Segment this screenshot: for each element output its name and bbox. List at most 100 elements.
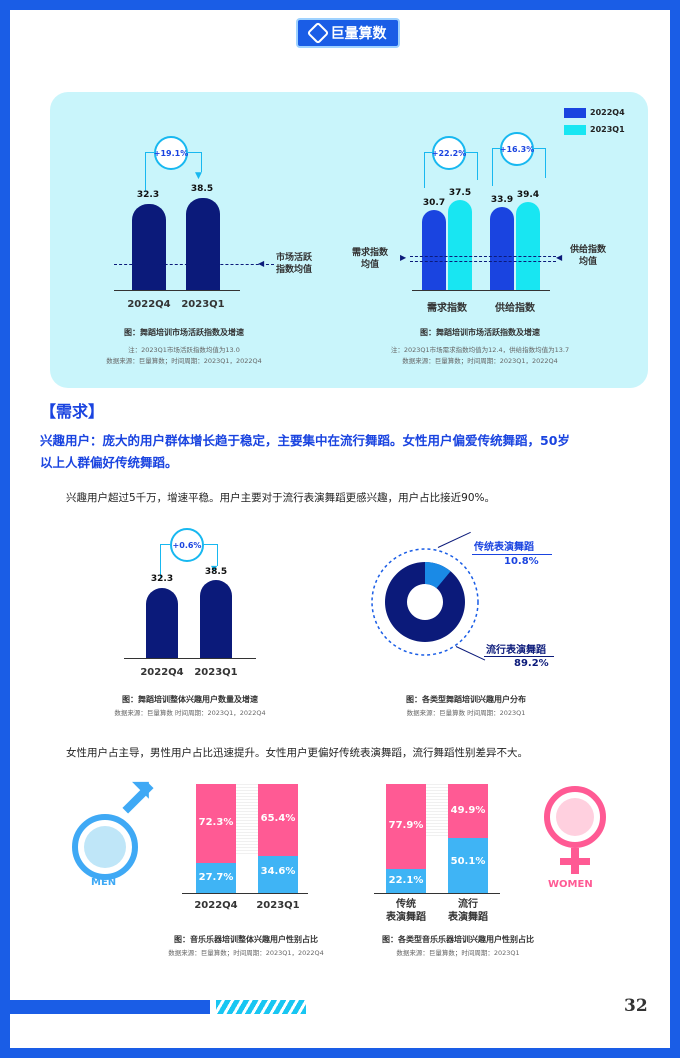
donut-slice-traditional	[425, 562, 451, 589]
legend-swatch	[564, 125, 586, 135]
bar-male-2023q1	[258, 856, 298, 893]
label-line: 供给指数	[570, 245, 607, 255]
bar-male-traditional	[386, 869, 426, 893]
page-number: 32	[624, 996, 648, 1016]
bar-supply-2023q1	[516, 202, 540, 290]
growth-arrow-line	[204, 544, 218, 566]
chart-caption: 图：各类型音乐乐器培训兴趣用户性别占比	[382, 935, 534, 944]
average-label-line: 市场活跃	[276, 253, 313, 263]
growth-arrow-line	[188, 152, 202, 172]
segment-value: 72.3%	[198, 817, 234, 828]
bar-value: 38.5	[190, 184, 214, 194]
demand-average-label: 需求指数 均值	[352, 247, 388, 271]
bar-value: 39.4	[516, 190, 540, 200]
connector-band	[426, 784, 448, 838]
bar-demand-2023q1	[448, 200, 472, 290]
growth-badge: +19.1%	[154, 136, 188, 170]
average-line	[410, 261, 556, 262]
chart-note: 数据来源：巨量算数 时间周期：2023Q1，2022Q4	[114, 709, 266, 717]
x-axis	[182, 893, 308, 894]
arrow-left-icon: ◀	[556, 253, 563, 262]
bar-value: 38.5	[204, 567, 228, 577]
callout-underline	[472, 554, 552, 555]
male-arrow-head-icon: ◥	[132, 777, 149, 802]
label-line: 均值	[579, 257, 598, 267]
segment-value: 34.6%	[260, 866, 296, 877]
segment-value: 22.1%	[388, 875, 424, 886]
note-line: 数据来源：巨量算数；时间周期：2023Q1，2022Q4	[402, 357, 558, 365]
growth-arrow-line	[160, 544, 170, 578]
x-axis	[374, 893, 500, 894]
growth-arrow-line	[466, 152, 478, 180]
man-avatar	[84, 826, 126, 868]
arrow-down-icon: ▼	[211, 564, 218, 573]
label-line: 均值	[361, 260, 380, 270]
bar-2023q1	[186, 198, 220, 290]
chart-caption: 图：舞蹈培训整体兴趣用户数量及增速	[122, 695, 258, 704]
x-tick-label: 2023Q1	[181, 299, 225, 310]
chart-note: 数据来源：巨量算数 时间周期：2023Q1	[406, 709, 526, 717]
x-axis	[114, 290, 240, 291]
average-label-line: 指数均值	[276, 265, 313, 275]
average-line	[114, 264, 274, 265]
bar-value: 30.7	[422, 198, 446, 208]
market-activity-panel: +19.1% ▼ 32.3 38.5 ◀ 市场活跃 指数均值 2022Q4 20…	[50, 92, 648, 388]
growth-arrow-line	[492, 148, 500, 186]
chart-note: 数据来源：巨量算数；时间周期：2023Q1，2022Q4	[168, 949, 324, 957]
connector-band	[236, 784, 258, 856]
segment-value: 27.7%	[198, 872, 234, 883]
brand-logo: 巨量算数	[296, 18, 400, 48]
footer-stripes	[216, 1000, 306, 1014]
note-line: 注：2023Q1市场需求指数均值为12.4，供给指数均值为13.7	[390, 346, 570, 354]
label-line: 需求指数	[352, 248, 389, 258]
arrow-down-icon: ▼	[195, 171, 202, 181]
men-label: MEN	[91, 877, 117, 888]
arrow-left-icon: ◀	[258, 259, 265, 268]
average-label: 市场活跃 指数均值	[276, 252, 312, 276]
bar-value: 37.5	[448, 188, 472, 198]
chart-caption: 图：舞蹈培训市场活跃指数及增速	[124, 328, 244, 337]
headline-line: 以上人群偏好传统舞蹈。	[40, 455, 178, 470]
slice-label: 流行表演舞蹈	[486, 645, 546, 656]
tick-line: 传统	[396, 899, 416, 910]
tick-line: 表演舞蹈	[386, 912, 426, 923]
slice-label: 传统表演舞蹈	[474, 542, 534, 553]
female-cross-horizontal	[560, 858, 590, 865]
growth-badge: +22.2%	[432, 136, 466, 170]
chart-note: 注：2023Q1市场需求指数均值为12.4，供给指数均值为13.7 数据来源：巨…	[350, 345, 610, 367]
chart-note: 数据来源：巨量算数；时间周期：2023Q1	[396, 949, 520, 957]
slice-value: 10.8%	[504, 556, 539, 567]
supply-average-label: 供给指数 均值	[570, 244, 606, 268]
growth-badge: +16.3%	[500, 132, 534, 166]
headline-line: 兴趣用户：庞大的用户群体增长趋于稳定，主要集中在流行舞蹈。女性用户偏爱传统舞蹈，…	[40, 433, 570, 448]
bar-value: 33.9	[490, 195, 514, 205]
bar-2023q1	[200, 580, 232, 658]
bar-female-2023q1	[258, 784, 298, 856]
callout-line	[437, 531, 471, 548]
bar-demand-2022q4	[422, 210, 446, 290]
callout-underline	[484, 656, 554, 657]
segment-value: 65.4%	[260, 813, 296, 824]
x-tick-label: 供给指数	[495, 303, 535, 314]
x-tick-label: 流行 表演舞蹈	[438, 898, 498, 924]
x-axis	[124, 658, 256, 659]
bar-female-2022q4	[196, 784, 236, 863]
logo-icon	[306, 21, 329, 45]
bar-2022q4	[146, 588, 178, 658]
logo-text: 巨量算数	[330, 26, 387, 42]
chart-caption: 图：舞蹈培训市场活跃指数及增速	[420, 328, 540, 337]
growth-arrow-line	[534, 148, 546, 178]
legend-label: 2022Q4	[590, 108, 625, 117]
x-tick-label: 2023Q1	[256, 900, 300, 911]
chart-note: 注：2023Q1市场活跃指数均值为13.0 数据来源：巨量算数；时间周期：202…	[64, 345, 304, 367]
note-line: 数据来源：巨量算数；时间周期：2023Q1，2022Q4	[106, 357, 262, 365]
bar-male-popular	[448, 838, 488, 893]
legend-swatch	[564, 108, 586, 118]
x-tick-label: 2023Q1	[194, 667, 238, 678]
growth-badge: +0.6%	[170, 528, 204, 562]
bar-female-popular	[448, 784, 488, 838]
segment-value: 50.1%	[450, 856, 486, 867]
chart-caption: 图：音乐乐器培训整体兴趣用户性别占比	[174, 935, 318, 944]
x-tick-label: 2022Q4	[194, 900, 238, 911]
chart-caption: 图：各类型舞蹈培训兴趣用户分布	[406, 695, 526, 704]
